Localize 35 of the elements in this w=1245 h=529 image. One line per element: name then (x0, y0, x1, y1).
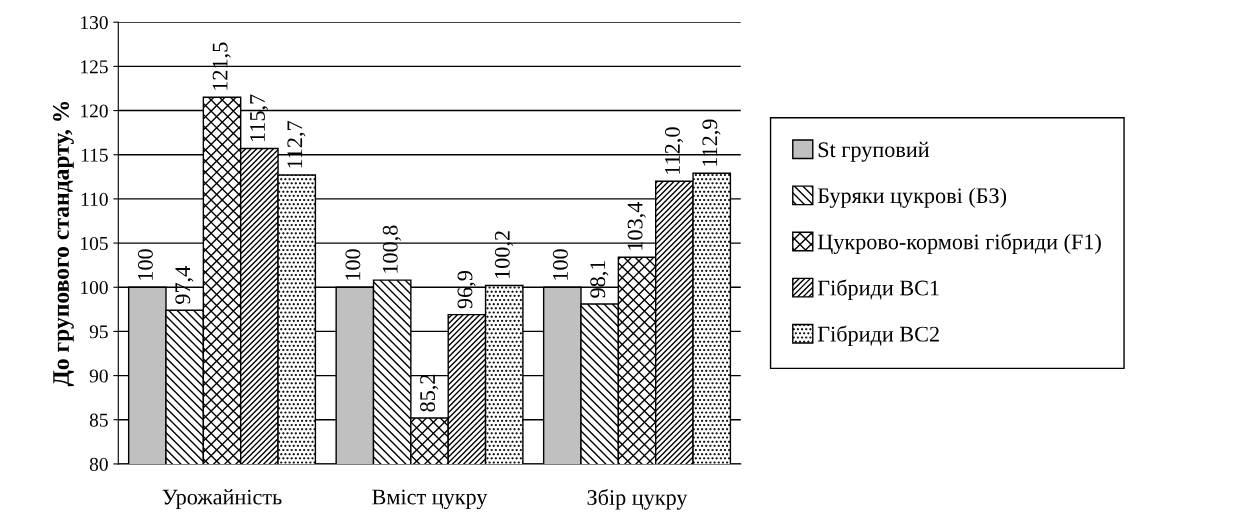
y-tick-label: 120 (81, 104, 108, 118)
x-tick-label: Урожайність (162, 489, 282, 510)
data-label: 112,0 (664, 127, 684, 174)
data-label: 112,7 (287, 120, 306, 168)
y-tick-label: 80 (89, 457, 108, 471)
data-label: 103,4 (627, 202, 646, 250)
legend-label: Гібриди ВС1 (817, 279, 939, 301)
data-label: 112,9 (702, 119, 721, 166)
data-label: 100,2 (494, 231, 513, 278)
x-tick-label: Збір цукру (587, 488, 688, 510)
y-tick-label: 110 (81, 192, 108, 206)
legend-label: Гібриди ВС2 (817, 325, 939, 347)
legend-label: Цукрово-кормові гібриди (F1) (817, 233, 1101, 254)
legend-label: St груповий (818, 141, 930, 162)
y-axis-title: До групового стандарту, % (53, 101, 74, 387)
data-label: 85,2 (420, 374, 439, 412)
data-label: 121,5 (212, 42, 231, 90)
x-tick-label: Вміст цукру (372, 489, 488, 510)
data-label: 97,4 (175, 266, 194, 304)
data-label: 100 (552, 249, 568, 280)
data-label: 100,8 (382, 225, 401, 273)
data-label: 115,7 (250, 94, 269, 142)
y-tick-label: 85 (89, 413, 108, 427)
data-label: 100 (137, 249, 153, 280)
y-tick-label: 130 (81, 16, 108, 30)
data-label: 100 (345, 249, 361, 280)
legend-label: Буряки цукрові (БЗ) (817, 187, 1007, 208)
y-tick-label: 115 (81, 148, 108, 162)
y-tick-label: 100 (81, 281, 108, 295)
y-tick-label: 95 (89, 325, 108, 339)
y-tick-label: 105 (81, 236, 108, 251)
y-tick-label: 125 (81, 60, 108, 74)
y-tick-label: 90 (89, 369, 108, 383)
data-label: 98,1 (590, 260, 609, 298)
data-label: 96,9 (457, 271, 476, 309)
